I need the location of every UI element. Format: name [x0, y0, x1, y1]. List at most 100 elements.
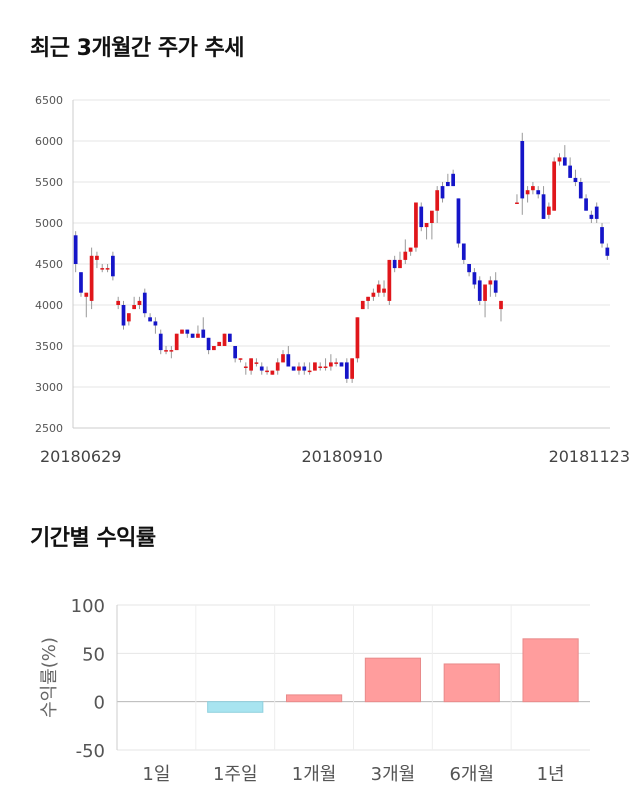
candle-body	[605, 247, 610, 256]
y-tick-label: 3500	[35, 340, 63, 353]
candle-body	[451, 173, 456, 187]
y-tick-label: 2500	[35, 422, 63, 435]
x-tick-label: 20180629	[40, 447, 121, 466]
candle-body	[589, 214, 594, 219]
candle-body	[403, 251, 408, 260]
candle-body	[105, 268, 110, 270]
return-bar	[285, 694, 343, 703]
candle-body	[180, 329, 184, 334]
candle-body	[552, 161, 557, 211]
y-tick-label: 0	[94, 693, 105, 714]
candle-body	[158, 333, 163, 351]
y-tick-label: 6000	[35, 135, 63, 148]
x-category-label: 3개월	[371, 764, 416, 785]
y-axis-label: 수익률(%)	[39, 637, 60, 718]
candle-body	[111, 255, 115, 277]
y-tick-label: 50	[82, 644, 105, 665]
candle-body	[525, 190, 530, 195]
candle-body	[79, 272, 83, 293]
y-tick-label: 100	[71, 596, 105, 617]
candle-body	[594, 206, 599, 219]
y-tick-label: -50	[76, 741, 105, 762]
candle-body	[414, 202, 418, 248]
candle-body	[148, 317, 152, 322]
candle-body	[126, 313, 131, 322]
candle-body	[578, 182, 583, 199]
candle-body	[536, 190, 541, 195]
candle-body	[424, 223, 429, 228]
returns-chart-title: 기간별 수익률	[30, 526, 156, 551]
x-tick-label: 20180910	[302, 447, 383, 466]
candle-body	[493, 280, 498, 293]
candle-body	[116, 300, 121, 305]
candle-body	[254, 362, 259, 364]
candlestick-chart: 2500 3000 3500 4000 4500 5000 5500 6000 6500 2018…	[35, 94, 630, 466]
candle-body	[121, 305, 126, 326]
candle-body	[291, 366, 296, 371]
candle-body	[392, 259, 397, 269]
candle-body	[573, 177, 578, 182]
candle-body	[142, 292, 147, 314]
candle-body	[169, 350, 174, 352]
candle-body	[95, 255, 99, 260]
candle-body	[371, 292, 376, 297]
candle-body	[584, 198, 588, 211]
candle-body	[483, 284, 487, 301]
candle-body	[398, 259, 402, 269]
candle-body	[243, 366, 248, 368]
candle-body	[281, 354, 285, 363]
x-category-label: 6개월	[449, 764, 494, 785]
candle-body	[185, 329, 190, 334]
candle-body	[562, 157, 567, 166]
candle-body	[270, 370, 275, 375]
candle-body	[233, 346, 238, 359]
y-tick-label: 3000	[35, 381, 63, 394]
price-chart-title: 최근 3개월간 주가 추세	[30, 36, 244, 61]
candle-body	[445, 182, 450, 187]
candle-body	[334, 362, 339, 364]
x-category-label: 1주일	[213, 764, 258, 785]
return-bar	[443, 663, 500, 703]
candle-body	[206, 337, 211, 351]
candle-body	[382, 288, 386, 293]
candle-body	[297, 366, 301, 371]
candle-body	[217, 341, 222, 346]
candle-body	[275, 362, 280, 371]
candle-body	[318, 366, 323, 368]
candle-body	[190, 333, 195, 338]
candle-body	[286, 354, 291, 367]
return-bar	[364, 657, 422, 703]
candle-body	[546, 206, 551, 215]
candle-body	[477, 280, 482, 301]
candle-body	[307, 370, 312, 373]
candle-body	[557, 157, 562, 162]
candle-body	[387, 259, 392, 301]
y-tick-label: 5000	[35, 217, 63, 230]
candle-body	[461, 243, 466, 260]
candle-body	[440, 186, 445, 199]
candle-body	[355, 317, 360, 359]
candle-body	[227, 333, 232, 342]
candle-body	[212, 346, 216, 351]
return-bar	[207, 701, 264, 713]
candle-body	[430, 210, 434, 223]
candle-body	[265, 370, 269, 373]
candle-body	[472, 272, 477, 285]
candle-body	[531, 186, 535, 191]
candle-body	[201, 329, 206, 338]
candle-body	[100, 268, 105, 270]
candle-body	[153, 321, 158, 326]
candle-body	[339, 362, 344, 367]
candle-body	[344, 362, 349, 379]
candle-body	[541, 194, 546, 219]
candle-body	[499, 300, 503, 310]
candle-body	[196, 333, 200, 338]
candle-body	[222, 333, 227, 346]
candle-body	[520, 141, 525, 199]
x-category-label: 1개월	[292, 764, 337, 785]
y-tick-label: 6500	[35, 94, 63, 107]
candle-body	[488, 280, 493, 285]
candle-body	[360, 300, 365, 310]
candle-body	[302, 366, 307, 371]
